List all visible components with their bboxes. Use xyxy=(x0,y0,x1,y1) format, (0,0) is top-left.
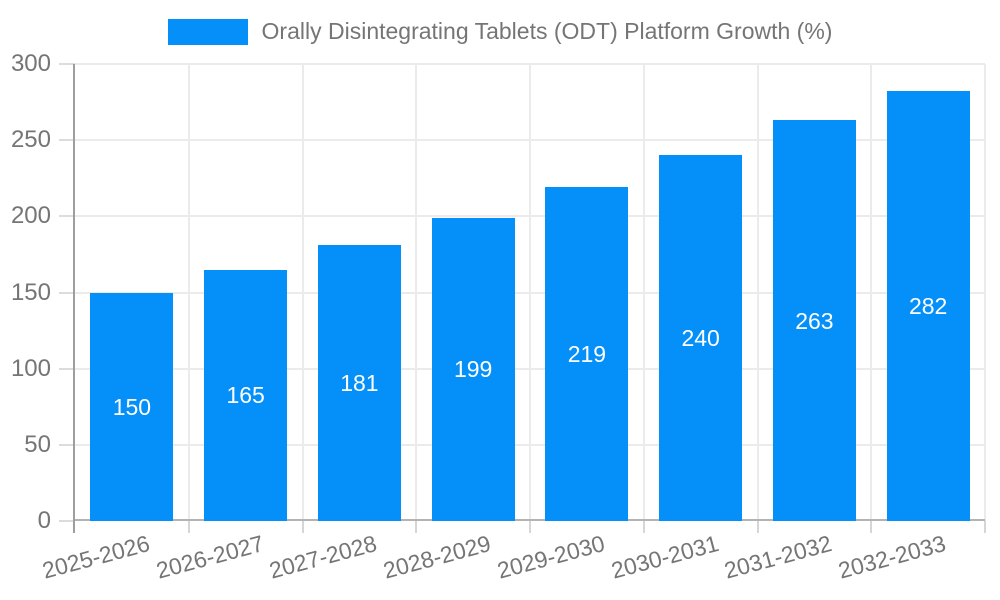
bar xyxy=(431,217,515,521)
y-tick-label: 100 xyxy=(10,354,51,382)
y-axis-tick xyxy=(59,215,75,218)
y-axis-tick xyxy=(59,63,75,65)
bar xyxy=(545,187,629,521)
chart-legend: Orally Disintegrating Tablets (ODT) Plat… xyxy=(0,18,1000,45)
x-tick-label: 2029-2030 xyxy=(494,530,608,584)
bar-value-label: 165 xyxy=(226,382,265,409)
legend-swatch xyxy=(167,18,248,45)
x-tick-label: 2031-2032 xyxy=(721,530,835,584)
bar xyxy=(317,245,401,521)
gridline-vertical xyxy=(301,64,304,521)
bar xyxy=(90,292,174,521)
bar-value-label: 181 xyxy=(340,370,379,397)
y-axis-line xyxy=(73,64,75,533)
y-tick-label: 250 xyxy=(10,126,51,154)
y-axis-tick xyxy=(59,367,75,370)
x-tick-label: 2025-2026 xyxy=(39,530,153,584)
gridline-vertical xyxy=(870,64,873,521)
bar xyxy=(772,120,856,521)
y-tick-label: 0 xyxy=(37,507,51,534)
x-axis-tick xyxy=(756,521,759,533)
x-tick-label: 2032-2033 xyxy=(835,530,949,584)
y-tick-label: 300 xyxy=(10,50,51,77)
x-axis-tick xyxy=(415,521,418,533)
plot-area: 0 50 100 150 200 250 300 150 2025-2026 165 2026-20… xyxy=(11,52,986,584)
x-axis-tick xyxy=(984,521,986,533)
bar-value-label: 219 xyxy=(567,341,607,368)
bar-value-label: 263 xyxy=(795,307,834,334)
gridline-vertical xyxy=(529,64,531,521)
x-axis-tick xyxy=(870,521,873,533)
gridline-vertical xyxy=(642,64,645,521)
y-tick-label: 200 xyxy=(10,202,51,230)
bar-value-label: 199 xyxy=(453,356,493,383)
gridline-vertical xyxy=(415,64,418,521)
gridline-vertical xyxy=(756,64,759,521)
x-axis-line xyxy=(73,519,985,521)
gridline-vertical xyxy=(984,64,986,521)
y-axis-tick xyxy=(59,520,75,522)
x-tick-label: 2028-2029 xyxy=(380,530,494,584)
x-tick-label: 2027-2028 xyxy=(266,530,380,584)
legend-series-label: Orally Disintegrating Tablets (ODT) Plat… xyxy=(261,18,833,44)
bar xyxy=(886,91,970,521)
bar xyxy=(204,269,288,521)
x-axis-tick xyxy=(187,521,190,533)
y-axis-tick xyxy=(59,139,75,142)
x-axis-tick xyxy=(301,521,304,533)
bar-value-label: 150 xyxy=(112,393,152,420)
bar-value-label: 240 xyxy=(681,325,720,352)
bar xyxy=(659,155,743,521)
bar-value-label: 282 xyxy=(908,293,948,320)
gridline-vertical xyxy=(187,64,190,521)
y-axis-tick xyxy=(59,443,75,446)
x-axis-tick xyxy=(642,521,645,533)
y-tick-label: 50 xyxy=(24,430,51,458)
y-tick-label: 150 xyxy=(10,278,51,306)
x-tick-label: 2026-2027 xyxy=(153,530,267,584)
x-axis-tick xyxy=(529,521,531,533)
y-axis-tick xyxy=(59,291,75,294)
x-tick-label: 2030-2031 xyxy=(608,530,722,584)
